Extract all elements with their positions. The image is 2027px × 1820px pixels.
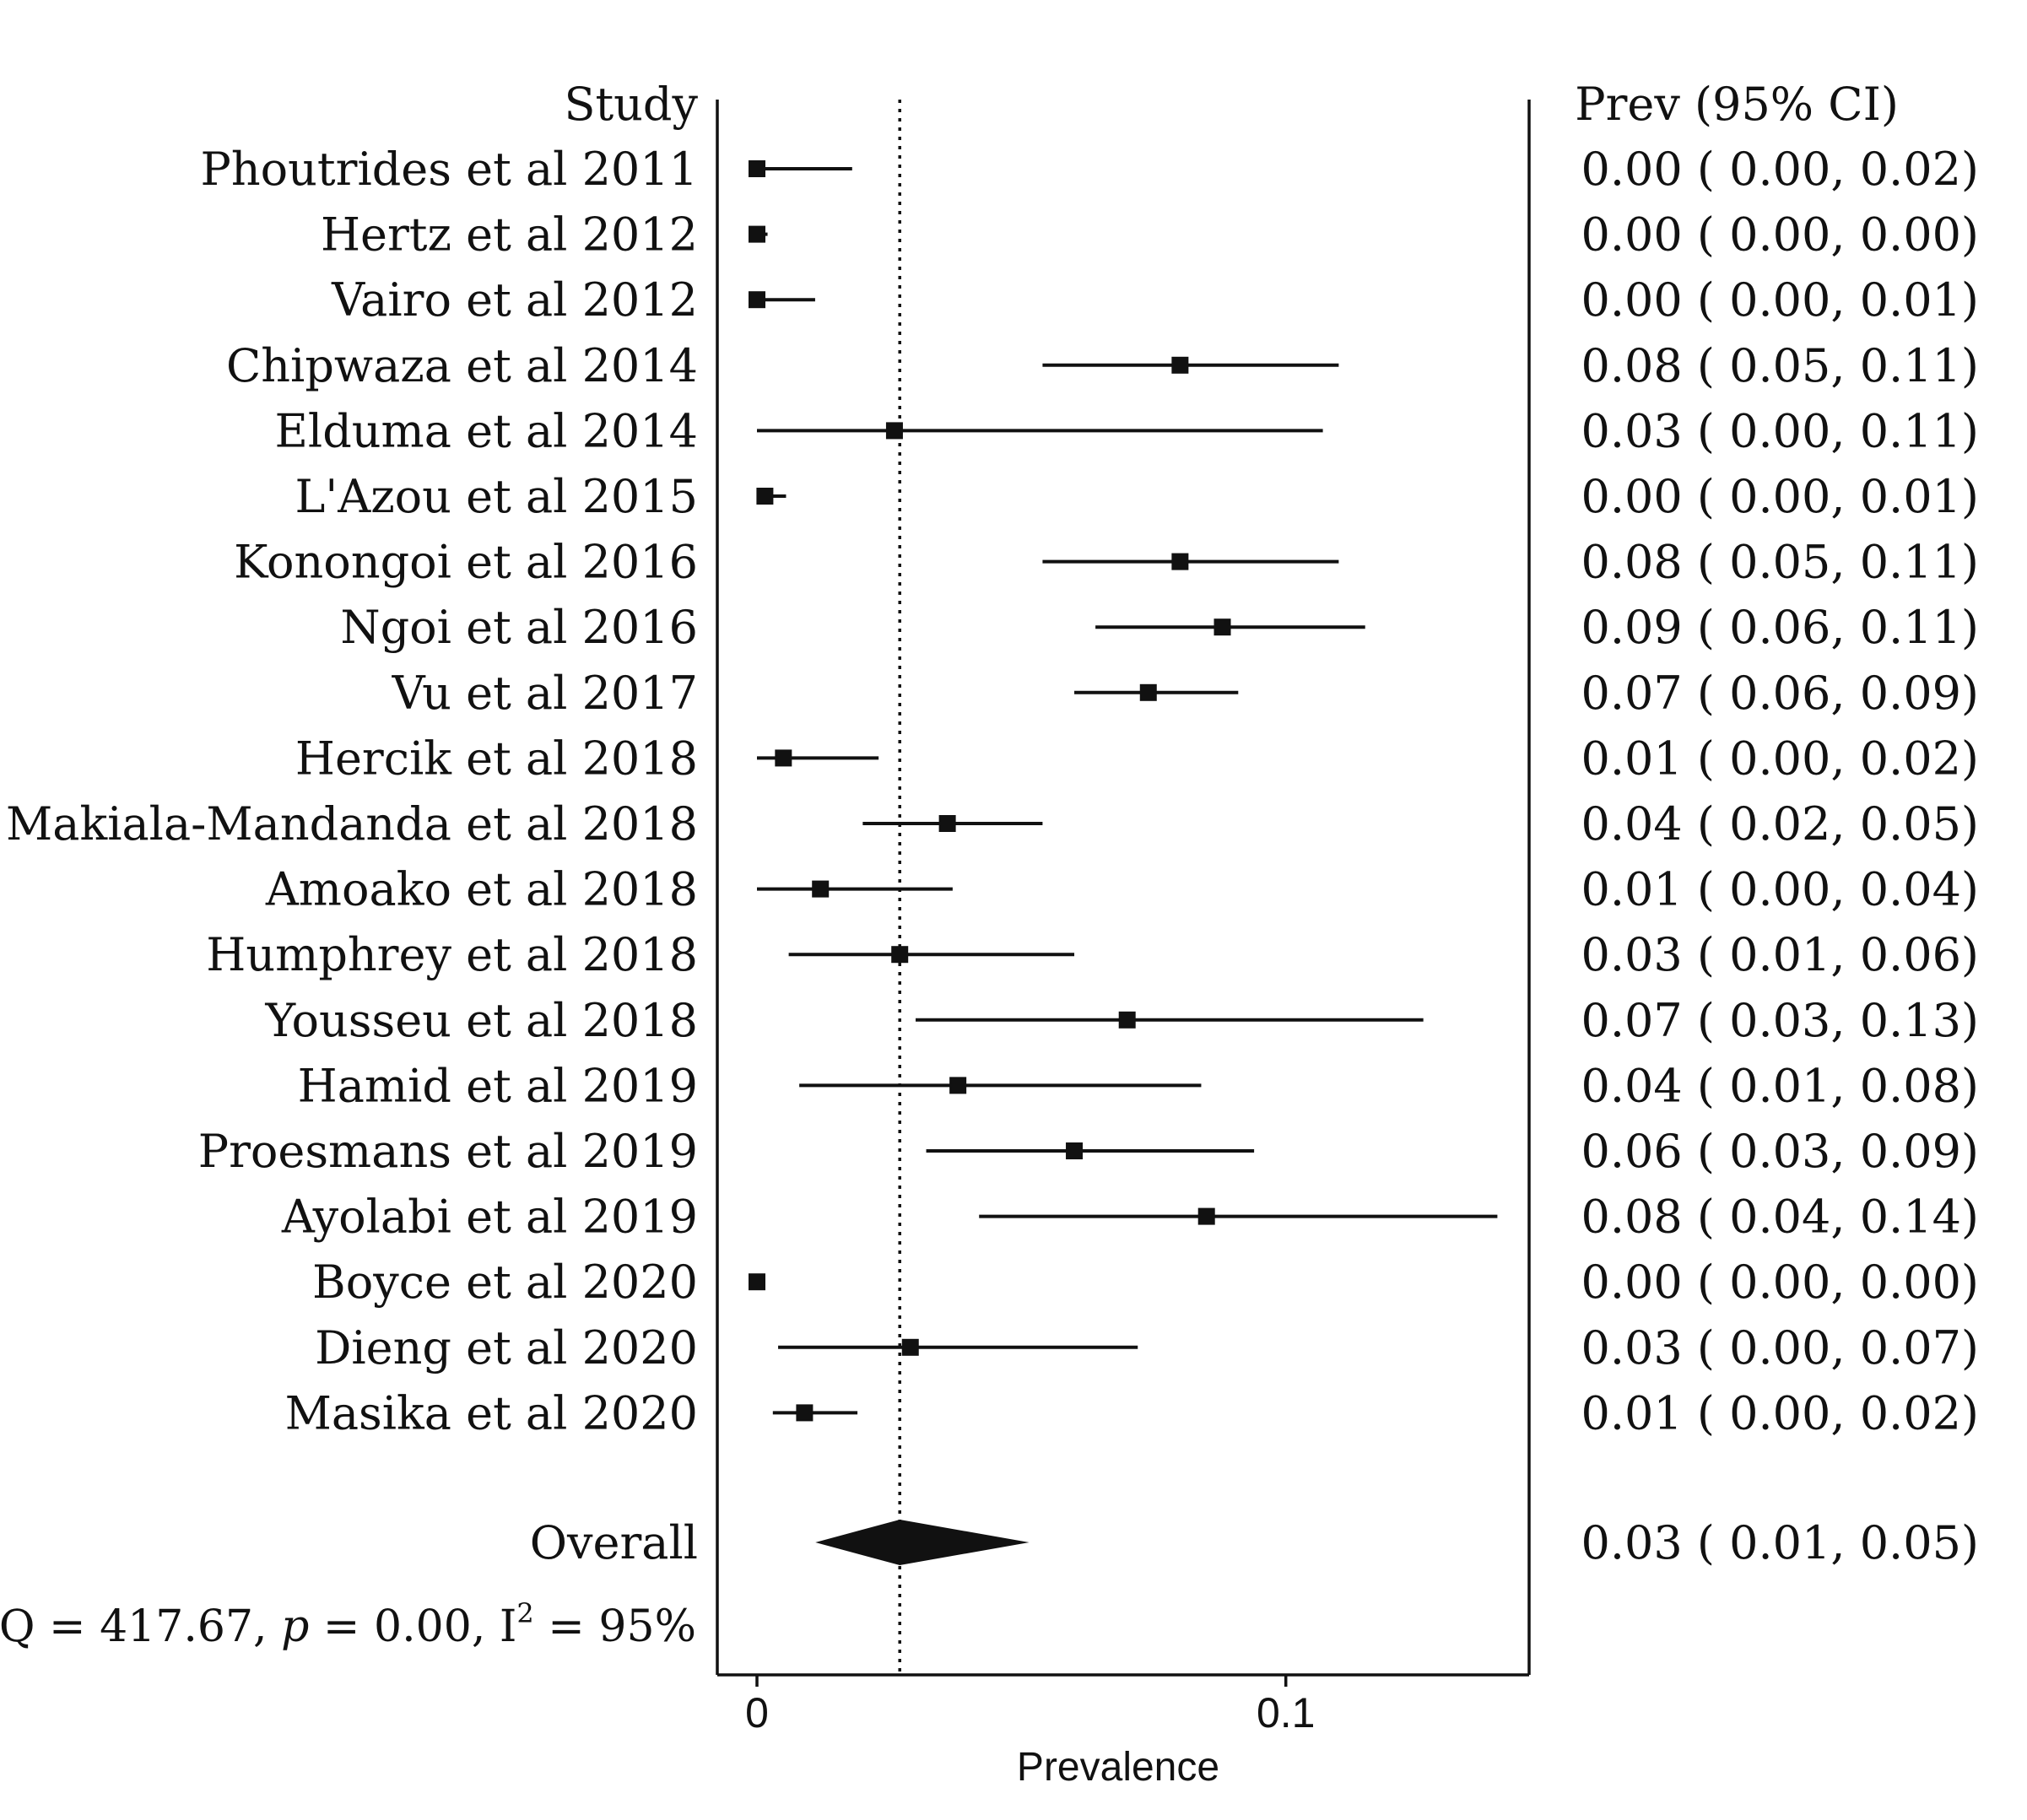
x-tick-label: 0 bbox=[745, 1689, 769, 1736]
study-row: Vairo et al 2012 0.00 ( 0.00, 0.01) bbox=[331, 273, 1979, 327]
heterogeneity-superscript: 2 bbox=[516, 1597, 533, 1629]
study-row: Boyce et al 2020 0.00 ( 0.00, 0.00) bbox=[312, 1256, 1979, 1309]
study-name: Humphrey et al 2018 bbox=[206, 928, 698, 981]
plot-frame bbox=[716, 100, 1531, 1677]
heterogeneity-suffix: = 95% bbox=[534, 1601, 696, 1652]
point-estimate-marker bbox=[749, 1273, 766, 1291]
prevalence-ci-label: 0.01 ( 0.00, 0.04) bbox=[1581, 863, 1980, 916]
study-name: Hamid et al 2019 bbox=[298, 1059, 698, 1112]
overall-label: Overall bbox=[530, 1516, 698, 1569]
study-name: Vu et al 2017 bbox=[392, 667, 698, 720]
prevalence-ci-label: 0.07 ( 0.06, 0.09) bbox=[1581, 667, 1980, 720]
study-rows: Phoutrides et al 2011 0.00 ( 0.00, 0.02) H… bbox=[6, 143, 1979, 1439]
study-row: Hercik et al 2018 0.01 ( 0.00, 0.02) bbox=[295, 732, 1979, 785]
study-name: Amoako et al 2018 bbox=[265, 863, 698, 916]
prevalence-ci-label: 0.00 ( 0.00, 0.00) bbox=[1581, 208, 1980, 262]
x-tick-label: 0.1 bbox=[1257, 1689, 1316, 1736]
point-estimate-marker bbox=[891, 946, 909, 964]
study-row: Vu et al 2017 0.07 ( 0.06, 0.09) bbox=[392, 667, 1979, 720]
heterogeneity-p-symbol: p bbox=[281, 1601, 309, 1652]
study-row: Humphrey et al 2018 0.03 ( 0.01, 0.06) bbox=[206, 928, 1979, 981]
point-estimate-marker bbox=[885, 422, 903, 440]
prevalence-ci-label: 0.01 ( 0.00, 0.02) bbox=[1581, 1386, 1980, 1439]
prevalence-ci-label: 0.00 ( 0.00, 0.00) bbox=[1581, 1256, 1980, 1309]
study-name: Ayolabi et al 2019 bbox=[281, 1191, 698, 1244]
prevalence-ci-label: 0.00 ( 0.00, 0.02) bbox=[1581, 143, 1980, 196]
prevalence-ci-label: 0.04 ( 0.02, 0.05) bbox=[1581, 797, 1980, 851]
study-name: Proesmans et al 2019 bbox=[198, 1125, 698, 1178]
study-name: L'Azou et al 2015 bbox=[295, 470, 698, 523]
prevalence-ci-label: 0.08 ( 0.05, 0.11) bbox=[1581, 339, 1980, 392]
study-row: Chipwaza et al 2014 0.08 ( 0.05, 0.11) bbox=[226, 339, 1979, 392]
study-name: Ngoi et al 2016 bbox=[340, 601, 698, 654]
point-estimate-marker bbox=[1171, 553, 1189, 570]
study-row: Hertz et al 2012 0.00 ( 0.00, 0.00) bbox=[321, 208, 1979, 262]
heterogeneity-prefix: Q = 417.67, bbox=[0, 1601, 281, 1652]
study-row: Elduma et al 2014 0.03 ( 0.00, 0.11) bbox=[275, 404, 1979, 457]
study-name: Chipwaza et al 2014 bbox=[226, 339, 698, 392]
prevalence-ci-label: 0.00 ( 0.00, 0.01) bbox=[1581, 470, 1980, 523]
prevalence-ci-label: 0.08 ( 0.05, 0.11) bbox=[1581, 536, 1980, 589]
study-row: Dieng et al 2020 0.03 ( 0.00, 0.07) bbox=[315, 1321, 1979, 1374]
study-name: Phoutrides et al 2011 bbox=[201, 143, 698, 196]
point-estimate-marker bbox=[1213, 618, 1231, 636]
prevalence-ci-label: 0.08 ( 0.04, 0.14) bbox=[1581, 1191, 1980, 1244]
overall-diamond bbox=[815, 1520, 1030, 1565]
prevalence-ci-label: 0.06 ( 0.03, 0.09) bbox=[1581, 1125, 1980, 1178]
heterogeneity-middle: = 0.00, I bbox=[309, 1601, 516, 1652]
point-estimate-marker bbox=[1171, 356, 1189, 374]
prevalence-column-header: Prev (95% CI) bbox=[1575, 78, 1899, 131]
point-estimate-marker bbox=[796, 1404, 814, 1422]
study-name: Boyce et al 2020 bbox=[312, 1256, 698, 1309]
study-row: Ayolabi et al 2019 0.08 ( 0.04, 0.14) bbox=[281, 1191, 1979, 1244]
x-axis-label: Prevalence bbox=[1017, 1745, 1219, 1790]
prevalence-ci-label: 0.09 ( 0.06, 0.11) bbox=[1581, 601, 1980, 654]
point-estimate-marker bbox=[812, 880, 830, 898]
study-name: Elduma et al 2014 bbox=[275, 404, 698, 457]
prevalence-ci-label: 0.03 ( 0.00, 0.11) bbox=[1581, 404, 1980, 457]
point-estimate-marker bbox=[775, 749, 792, 767]
point-estimate-marker bbox=[756, 488, 774, 505]
study-row: Ngoi et al 2016 0.09 ( 0.06, 0.11) bbox=[340, 601, 1979, 654]
point-estimate-marker bbox=[1066, 1142, 1084, 1159]
study-row: L'Azou et al 2015 0.00 ( 0.00, 0.01) bbox=[295, 470, 1979, 523]
study-row: Proesmans et al 2019 0.06 ( 0.03, 0.09) bbox=[198, 1125, 1979, 1178]
x-axis: 0 0.1 bbox=[745, 1675, 1315, 1736]
study-name: Hertz et al 2012 bbox=[321, 208, 698, 262]
study-row: Konongoi et al 2016 0.08 ( 0.05, 0.11) bbox=[234, 536, 1979, 589]
point-estimate-marker bbox=[749, 225, 766, 243]
study-name: Masika et al 2020 bbox=[285, 1386, 698, 1439]
point-estimate-marker bbox=[949, 1077, 967, 1094]
prevalence-ci-label: 0.03 ( 0.01, 0.06) bbox=[1581, 928, 1980, 981]
study-name: Dieng et al 2020 bbox=[315, 1321, 698, 1374]
study-row: Yousseu et al 2018 0.07 ( 0.03, 0.13) bbox=[265, 994, 1979, 1047]
prevalence-ci-label: 0.03 ( 0.00, 0.07) bbox=[1581, 1321, 1980, 1374]
study-name: Vairo et al 2012 bbox=[331, 273, 698, 327]
prevalence-ci-label: 0.00 ( 0.00, 0.01) bbox=[1581, 273, 1980, 327]
point-estimate-marker bbox=[749, 291, 766, 309]
study-name: Yousseu et al 2018 bbox=[265, 994, 698, 1047]
study-name: Hercik et al 2018 bbox=[295, 732, 698, 785]
study-column-header: Study bbox=[564, 78, 698, 131]
point-estimate-marker bbox=[749, 160, 766, 177]
point-estimate-marker bbox=[1197, 1207, 1215, 1225]
overall-row: Overall 0.03 ( 0.01, 0.05) bbox=[530, 1516, 1979, 1569]
study-name: Konongoi et al 2016 bbox=[234, 536, 698, 589]
prevalence-ci-label: 0.04 ( 0.01, 0.08) bbox=[1581, 1059, 1980, 1112]
study-row: Phoutrides et al 2011 0.00 ( 0.00, 0.02) bbox=[201, 143, 1979, 196]
heterogeneity-stats: Q = 417.67, p = 0.00, I2 = 95% bbox=[0, 1597, 696, 1652]
point-estimate-marker bbox=[1118, 1011, 1136, 1029]
study-row: Masika et al 2020 0.01 ( 0.00, 0.02) bbox=[285, 1386, 1979, 1439]
study-row: Makiala-Mandanda et al 2018 0.04 ( 0.02, … bbox=[6, 797, 1979, 851]
point-estimate-marker bbox=[901, 1338, 919, 1356]
study-row: Hamid et al 2019 0.04 ( 0.01, 0.08) bbox=[298, 1059, 1979, 1112]
point-estimate-marker bbox=[1139, 683, 1157, 701]
study-row: Amoako et al 2018 0.01 ( 0.00, 0.04) bbox=[265, 863, 1979, 916]
point-estimate-marker bbox=[938, 815, 956, 832]
prevalence-ci-label: 0.07 ( 0.03, 0.13) bbox=[1581, 994, 1980, 1047]
overall-prevalence-label: 0.03 ( 0.01, 0.05) bbox=[1581, 1516, 1980, 1569]
prevalence-ci-label: 0.01 ( 0.00, 0.02) bbox=[1581, 732, 1980, 785]
study-name: Makiala-Mandanda et al 2018 bbox=[6, 797, 698, 851]
